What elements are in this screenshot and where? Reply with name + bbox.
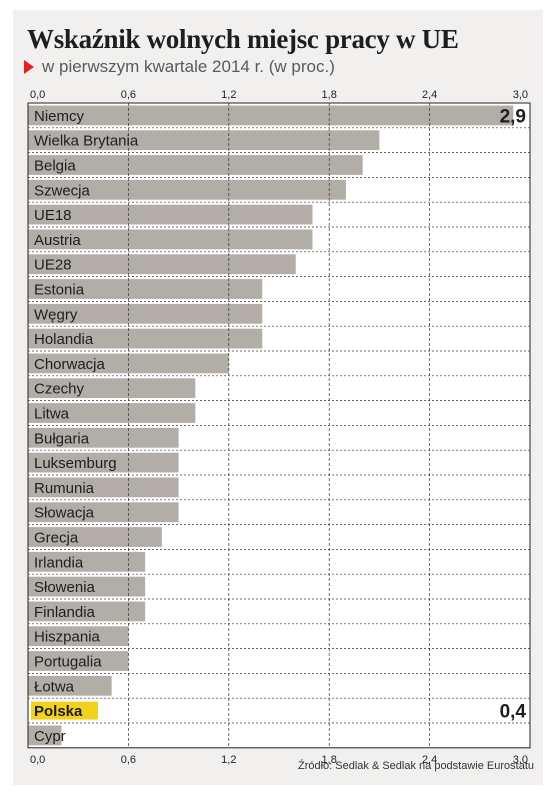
bar: [28, 155, 363, 175]
x-tick-label-top: 3,0: [513, 89, 528, 101]
bar: [28, 130, 380, 151]
x-tick-label-bottom: 3,0: [513, 754, 528, 766]
bar: [28, 279, 263, 299]
category-label: Rumunia: [34, 480, 95, 497]
bar: [28, 502, 179, 523]
category-label: Polska: [34, 703, 83, 720]
category-label: Słowenia: [34, 579, 96, 596]
bar: [28, 551, 146, 572]
category-label: Bułgaria: [34, 430, 90, 447]
category-label: Holandia: [34, 331, 94, 348]
x-tick-label-bottom: 1,8: [322, 754, 337, 766]
x-tick-label-bottom: 0,0: [30, 754, 45, 766]
bar: [28, 725, 62, 746]
x-tick-label-bottom: 0,6: [121, 754, 136, 766]
category-label: Litwa: [34, 406, 70, 423]
data-label: 2,9: [500, 106, 526, 127]
triangle-right-icon: [24, 60, 34, 74]
bar: [28, 452, 179, 473]
category-label: UE28: [34, 257, 72, 274]
chart-subtitle: w pierwszym kwartale 2014 r. (w proc.): [42, 57, 335, 76]
category-label: Szwecja: [34, 182, 91, 199]
bar: [28, 427, 179, 448]
category-label: Austria: [34, 232, 81, 249]
x-tick-label-top: 0,0: [30, 89, 45, 101]
category-label: Czechy: [34, 381, 85, 398]
bar: [28, 204, 313, 225]
bar: [28, 477, 179, 498]
bar: [28, 675, 112, 696]
x-tick-label-top: 1,8: [322, 89, 337, 101]
category-label: Estonia: [34, 282, 85, 299]
category-label: Łotwa: [34, 678, 75, 695]
category-label: Belgia: [34, 158, 76, 175]
plot-area: [28, 103, 530, 748]
category-label: Węgry: [34, 306, 78, 323]
bar: [28, 378, 196, 399]
bar: [28, 601, 146, 622]
bar: [28, 626, 129, 647]
bar: [28, 527, 162, 547]
bar: [28, 403, 196, 423]
bar: [28, 105, 514, 126]
bar: [28, 229, 313, 250]
category-label: Niemcy: [34, 108, 85, 125]
x-tick-label-bottom: 2,4: [422, 754, 437, 766]
category-label: Chorwacja: [34, 356, 106, 373]
category-label: Finlandia: [34, 604, 96, 621]
bar: [28, 179, 346, 200]
bar: [28, 303, 263, 324]
category-label: Słowacja: [34, 505, 95, 522]
category-label: Luksemburg: [34, 455, 117, 472]
category-label: UE18: [34, 207, 72, 224]
chart-title: Wskaźnik wolnych miejsc pracy w UE: [27, 24, 459, 54]
subtitle-row: w pierwszym kwartale 2014 r. (w proc.): [24, 57, 335, 77]
source-note: Źródło: Sedlak & Sedlak na podstawie Eur…: [297, 760, 534, 772]
category-label: Wielka Brytania: [34, 133, 139, 150]
bar: [28, 651, 129, 671]
plot-frame: [27, 102, 531, 749]
data-label: 0,4: [500, 702, 527, 723]
x-tick-label-bottom: 1,2: [221, 754, 236, 766]
category-label: Portugalia: [34, 654, 102, 671]
category-label: Grecja: [34, 530, 79, 547]
highlight-label-bg: [31, 701, 98, 720]
x-tick-label-top: 0,6: [121, 89, 136, 101]
bar: [28, 576, 146, 597]
category-label: Irlandia: [34, 554, 84, 571]
x-tick-label-top: 2,4: [422, 89, 437, 101]
category-label: Cypr: [34, 728, 66, 745]
x-tick-label-top: 1,2: [221, 89, 236, 101]
category-label: Hiszpania: [34, 629, 101, 646]
bar: [28, 328, 263, 349]
